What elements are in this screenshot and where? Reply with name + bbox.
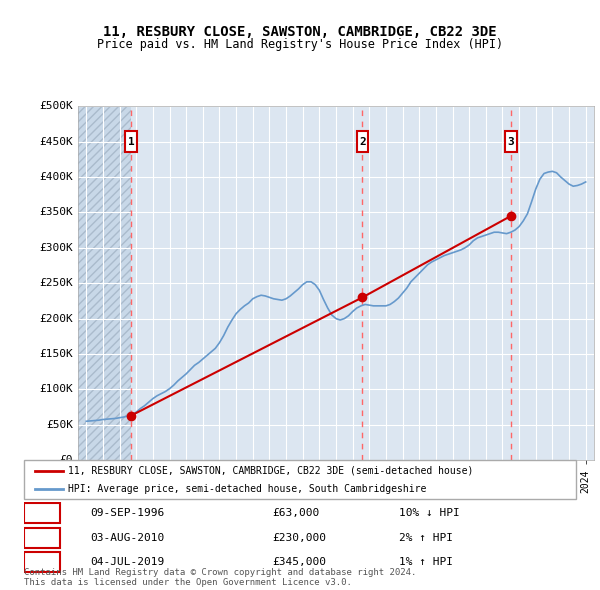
Text: £300K: £300K [39, 243, 73, 253]
Text: 1: 1 [39, 508, 46, 518]
Text: 1% ↑ HPI: 1% ↑ HPI [400, 557, 454, 567]
Text: 1: 1 [128, 137, 134, 146]
Text: 2: 2 [359, 137, 366, 146]
FancyBboxPatch shape [24, 460, 576, 499]
Text: £500K: £500K [39, 101, 73, 111]
Text: 03-AUG-2010: 03-AUG-2010 [90, 533, 164, 543]
Text: £230,000: £230,000 [272, 533, 326, 543]
Text: £345,000: £345,000 [272, 557, 326, 567]
Text: 04-JUL-2019: 04-JUL-2019 [90, 557, 164, 567]
Text: 11, RESBURY CLOSE, SAWSTON, CAMBRIDGE, CB22 3DE: 11, RESBURY CLOSE, SAWSTON, CAMBRIDGE, C… [103, 25, 497, 40]
Text: Price paid vs. HM Land Registry's House Price Index (HPI): Price paid vs. HM Land Registry's House … [97, 38, 503, 51]
Text: 2: 2 [39, 533, 46, 543]
Text: 09-SEP-1996: 09-SEP-1996 [90, 508, 164, 518]
Text: £50K: £50K [46, 420, 73, 430]
Text: £350K: £350K [39, 208, 73, 217]
Text: 11, RESBURY CLOSE, SAWSTON, CAMBRIDGE, CB22 3DE (semi-detached house): 11, RESBURY CLOSE, SAWSTON, CAMBRIDGE, C… [68, 466, 473, 476]
Text: £0: £0 [59, 455, 73, 465]
Text: £450K: £450K [39, 137, 73, 146]
Text: £200K: £200K [39, 314, 73, 323]
Text: 2% ↑ HPI: 2% ↑ HPI [400, 533, 454, 543]
Text: 10% ↓ HPI: 10% ↓ HPI [400, 508, 460, 518]
Text: £100K: £100K [39, 385, 73, 394]
Text: £150K: £150K [39, 349, 73, 359]
Bar [78, 106, 131, 460]
FancyBboxPatch shape [356, 131, 368, 152]
FancyBboxPatch shape [125, 131, 137, 152]
Text: Contains HM Land Registry data © Crown copyright and database right 2024.
This d: Contains HM Land Registry data © Crown c… [24, 568, 416, 587]
Text: £63,000: £63,000 [272, 508, 320, 518]
Text: £250K: £250K [39, 278, 73, 288]
FancyBboxPatch shape [505, 131, 517, 152]
Text: £400K: £400K [39, 172, 73, 182]
FancyBboxPatch shape [24, 552, 60, 572]
FancyBboxPatch shape [24, 503, 60, 523]
FancyBboxPatch shape [24, 527, 60, 548]
Text: HPI: Average price, semi-detached house, South Cambridgeshire: HPI: Average price, semi-detached house,… [68, 484, 427, 494]
Text: 3: 3 [508, 137, 514, 146]
Text: 3: 3 [39, 557, 46, 567]
